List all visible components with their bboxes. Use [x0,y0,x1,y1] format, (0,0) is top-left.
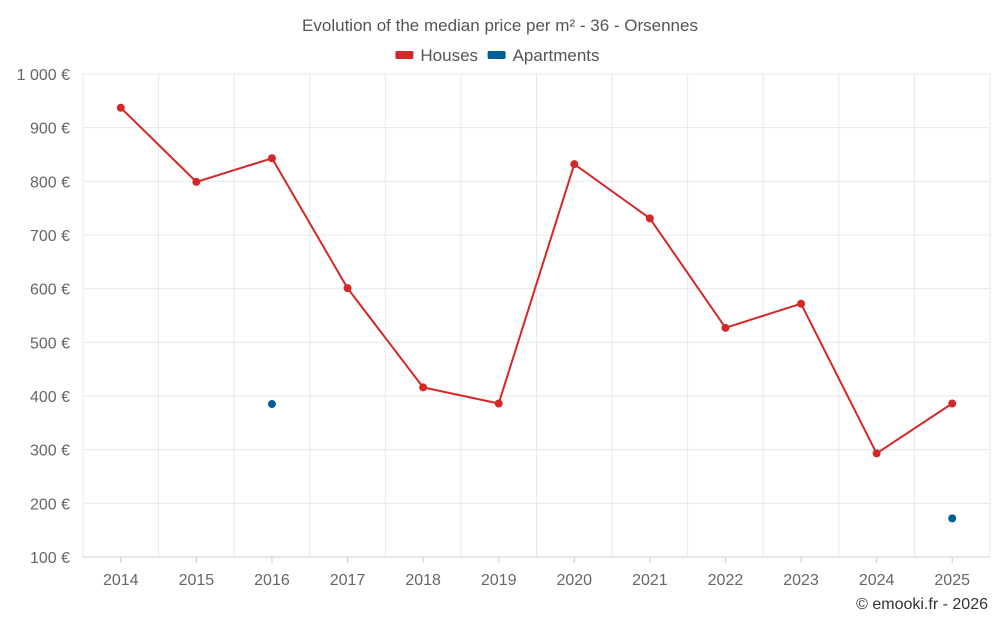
plot-area [116,103,957,523]
series-houses [116,103,957,458]
data-point-houses[interactable] [948,399,957,408]
x-tick-label: 2021 [632,572,668,589]
x-tick-label: 2024 [859,572,895,589]
series-line-houses [120,107,953,455]
data-point-apartments[interactable] [267,400,276,409]
y-tick-label: 200 € [30,496,70,513]
data-point-houses[interactable] [343,284,352,293]
y-tick-label: 800 € [30,174,70,191]
legend-label: Houses [420,46,478,65]
x-tick-label: 2018 [405,572,441,589]
y-tick-label: 100 € [30,550,70,567]
x-tick-label: 2025 [934,572,970,589]
x-axis: 2014 2015 2016 2017 2018 2019 2020 2021 2022 2023… [83,556,990,589]
y-tick-label: 700 € [30,228,70,245]
grid [82,73,991,557]
chart-title: Evolution of the median price per m² - 3… [302,16,698,35]
y-tick-label: 900 € [30,121,70,138]
data-point-apartments[interactable] [948,514,957,523]
y-tick-label: 500 € [30,335,70,352]
series-apartments [267,400,957,523]
data-point-houses[interactable] [570,160,579,169]
data-point-houses[interactable] [721,323,730,332]
data-point-houses[interactable] [267,154,276,163]
data-point-houses[interactable] [116,103,125,112]
data-point-houses[interactable] [797,299,806,308]
y-tick-label: 300 € [30,443,70,460]
x-tick-label: 2023 [783,572,819,589]
x-tick-label: 2014 [103,572,139,589]
legend-swatch [395,51,414,59]
credit-text: © emooki.fr - 2026 [856,596,988,613]
x-tick-label: 2020 [556,572,592,589]
x-tick-label: 2017 [330,572,366,589]
data-point-houses[interactable] [192,177,201,186]
legend[interactable]: Houses Apartments [395,46,600,65]
data-point-houses[interactable] [419,383,428,392]
x-tick-label: 2016 [254,572,290,589]
legend-item-apartments[interactable]: Apartments [487,46,600,65]
y-tick-label: 600 € [30,282,70,299]
legend-swatch [487,51,506,59]
data-point-houses[interactable] [645,214,654,223]
data-point-houses[interactable] [872,449,881,458]
x-tick-label: 2022 [708,572,744,589]
x-tick-label: 2019 [481,572,517,589]
data-point-houses[interactable] [494,399,503,408]
x-tick-label: 2015 [179,572,215,589]
legend-label: Apartments [513,46,600,65]
y-axis: 100 € 200 € 300 € 400 € 500 € 600 € 700 € 800 €… [17,67,70,567]
y-tick-label: 1 000 € [17,67,70,84]
y-tick-label: 400 € [30,389,70,406]
legend-item-houses[interactable]: Houses [395,46,478,65]
